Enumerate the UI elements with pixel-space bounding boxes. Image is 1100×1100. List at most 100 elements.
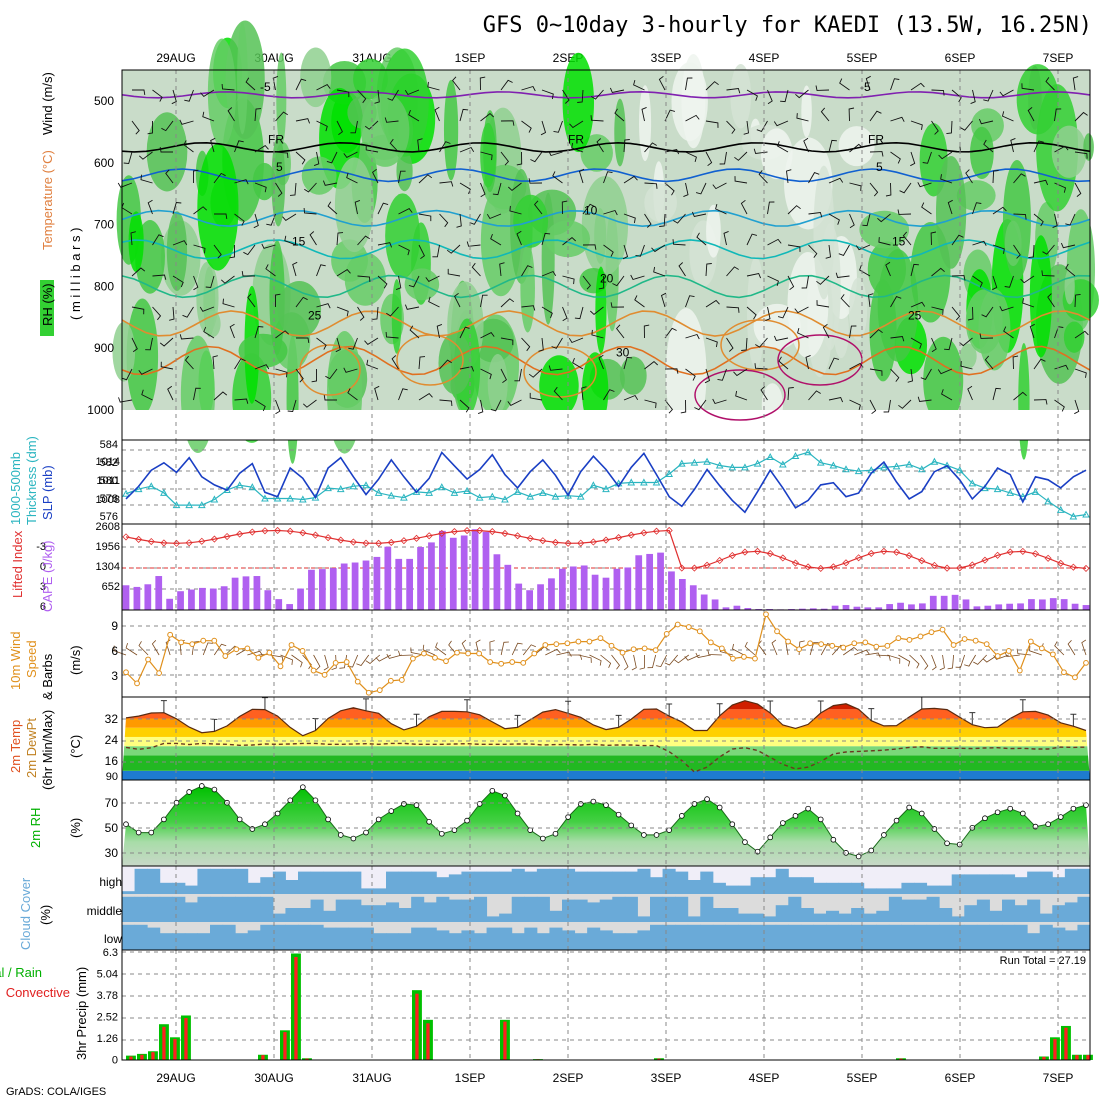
cloud-middle-cell [247,896,261,922]
cloud-middle-cell [272,913,286,922]
rh-point [678,813,685,819]
rh-region [487,354,508,414]
wind-speed-point [222,653,229,659]
wind-barb [184,89,194,102]
cloud-low-cell [650,924,664,950]
cloud-middle-cell [926,896,940,922]
thickness-point [589,481,598,489]
wind-speed-point [189,641,196,648]
cloud-low-cell [1064,930,1078,950]
cape-bar [209,588,217,610]
cloud-middle-cell [901,899,915,922]
wind-barb [598,354,604,370]
cloud-low-cell [360,927,374,950]
cloud-middle-cell [411,896,425,922]
rh-region [681,53,706,149]
wind-barb [683,182,689,198]
wind-barb [568,337,584,344]
wind-speed-point [1083,659,1089,666]
wind-barb [199,306,215,312]
cape-bar [395,558,403,610]
cape-bar [635,555,643,610]
thickness-point [993,485,1002,493]
wind-barb [316,84,331,91]
cloud-low-cell [222,924,236,950]
cloud-high-cell [461,871,475,894]
precip-convective-bar [1042,1056,1046,1060]
surface-wind-barb [489,640,495,656]
wind-barb [773,335,789,342]
cloud-low-cell [1027,933,1041,950]
wind-barb [160,361,174,370]
wind-barb [357,275,371,283]
rh-tick: 30 [105,846,119,860]
wind-barb [1033,213,1044,227]
surface-wind-barb [589,654,602,666]
cape-bar [678,579,686,610]
wind-barb [408,275,420,288]
rh-point [287,797,294,804]
wind-barb [591,89,604,100]
rh-point [375,816,382,823]
rh-point [236,816,243,823]
wind-speed-point [597,635,604,642]
cloud-high-cell [951,874,965,894]
cloud-middle-cell [197,896,211,922]
wind-barb [865,75,871,91]
wind-barb [398,208,413,215]
wind-barb [551,337,563,349]
wind-barb [660,292,667,308]
cape-bar [144,584,152,610]
wind-barb [562,237,577,246]
wind-barb [796,113,809,122]
precip-convective-bar [140,1054,144,1060]
wind-barb [885,261,891,277]
cloud-high-cell [587,871,601,894]
wind-barb [902,231,912,246]
thickness-point [1018,492,1027,500]
thickness-point [1082,510,1090,518]
surface-wind-barb [622,654,629,671]
surface-wind-barb [151,640,160,656]
cloud-high-cell [738,885,752,894]
rh-region [269,240,285,355]
rh-region [581,352,609,429]
cloud-middle-cell [1077,896,1091,922]
cloud-middle-cell [562,899,576,922]
cloud-middle-cell [712,908,726,922]
cloud-low-cell [536,933,550,950]
lifted-index-point [564,539,572,547]
wind-speed-point [476,650,483,657]
wind-barb [828,396,844,403]
wind-speed-point [939,626,946,633]
wind-barb [947,199,953,215]
rh-region [252,162,276,201]
wind-barb [466,241,481,247]
precip-tick: 5.04 [97,969,118,981]
cloud-middle-cell [1052,905,1066,922]
wind-barb [808,390,821,401]
rh-region [730,63,752,129]
wind-barb [427,81,440,91]
cape-bar [842,605,850,610]
precip-convective-bar [503,1021,507,1060]
wind-barb [247,293,256,308]
wind-speed-point [1027,638,1034,645]
cape-bar [657,552,664,610]
wind-barb [159,337,174,347]
cape-bar [1038,599,1046,610]
cloud-middle-cell [989,910,1003,922]
wind-barb [890,368,900,382]
cloud-low-cell [738,924,752,950]
surface-wind-barb [247,650,263,656]
label-temperature: Temperature (°C) [40,150,55,250]
wind-barb [428,296,440,308]
wind-barb [275,330,290,339]
cloud-middle-cell [951,916,965,922]
surface-wind-barb [1081,639,1087,656]
wind-speed-point [200,637,207,644]
cape-bar [984,605,992,610]
upper-air-panel: -5 -5 FR FR FR 5 5 10 15 15 20 25 25 30 500 600 700 800 90… [40,20,1099,464]
surface-wind-barb [695,652,711,658]
isotherm-line [121,345,1091,376]
